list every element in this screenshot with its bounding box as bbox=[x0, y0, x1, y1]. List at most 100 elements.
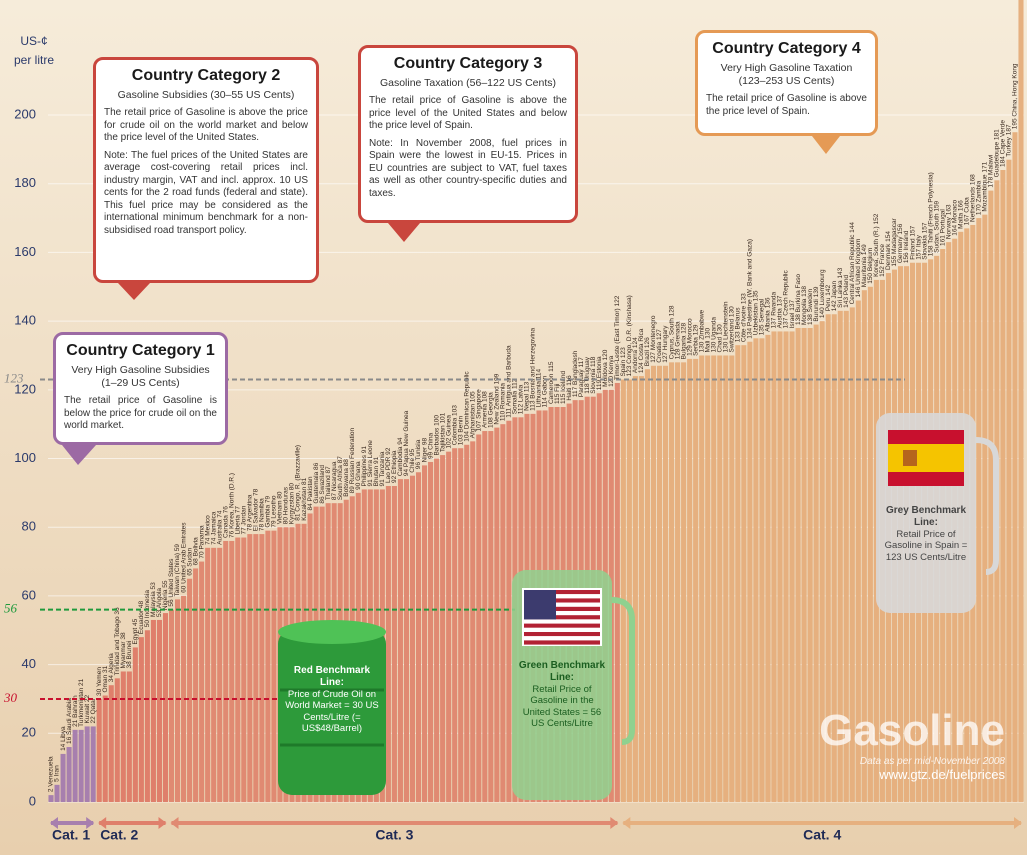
bar bbox=[807, 328, 813, 802]
bar-label: 90 Ghana bbox=[355, 461, 362, 490]
bar-label: 108 Georgia bbox=[488, 392, 495, 428]
bar-label: 152 France bbox=[879, 244, 886, 277]
y-tick-label: 0 bbox=[29, 793, 36, 808]
bar bbox=[108, 685, 114, 802]
bar bbox=[506, 420, 512, 802]
bar-label: Brazil 126 bbox=[644, 337, 651, 366]
flag-stripe bbox=[524, 623, 600, 628]
bar-label: 164 Monaco bbox=[951, 200, 958, 236]
bar-label: Cameroon 115 bbox=[548, 361, 555, 404]
category-arrowhead bbox=[622, 817, 631, 829]
y-tick-label: 100 bbox=[14, 450, 36, 465]
bar-label: 119 Estonia bbox=[596, 356, 603, 390]
bar bbox=[66, 747, 72, 802]
bar-label: Korea, South (R.) 152 bbox=[873, 213, 880, 277]
bar-label: 76 Korea, North (D.R.) bbox=[228, 473, 235, 538]
bar-label: Australia 74 bbox=[216, 510, 223, 545]
bar bbox=[813, 324, 819, 802]
bar-label: 135 Senegal bbox=[759, 298, 766, 335]
bar bbox=[837, 310, 843, 802]
bar-label: 81 Congo, R. (Brazzaville) bbox=[295, 445, 302, 521]
bar-label: 78 Namibia bbox=[259, 498, 266, 531]
bar-label: 113 Bosnia and Herzegovina bbox=[530, 327, 537, 410]
bar bbox=[723, 355, 729, 802]
bar-label: Turkmenistan 21 bbox=[78, 678, 85, 727]
bar-label: 14 Libya bbox=[60, 726, 67, 751]
bar bbox=[650, 365, 657, 802]
bar-label: Canada 76 bbox=[222, 506, 229, 538]
bar bbox=[84, 726, 90, 802]
bar-label: Haiti 116 bbox=[566, 375, 573, 401]
flag-stripe bbox=[524, 636, 600, 641]
bar bbox=[452, 448, 458, 802]
bar-label: 34 Algeria bbox=[108, 653, 115, 682]
benchmark-label: 123 bbox=[4, 371, 24, 386]
bar bbox=[765, 334, 771, 802]
bar bbox=[867, 286, 873, 803]
bar-label: Malta 166 bbox=[957, 200, 964, 229]
bar-label: 117 Bangladesh bbox=[572, 350, 579, 397]
bar bbox=[855, 300, 861, 802]
bar bbox=[271, 530, 277, 802]
bar-label: Guatemala 86 bbox=[313, 462, 320, 503]
bar-label: Kazakhstan 81 bbox=[301, 477, 308, 520]
bar bbox=[132, 647, 138, 802]
category-arrowhead bbox=[1014, 817, 1022, 829]
bar bbox=[126, 671, 132, 802]
bar bbox=[120, 671, 126, 802]
y-tick-label: 160 bbox=[14, 244, 36, 259]
bar-label: Mozambique 171 bbox=[982, 161, 989, 211]
bar bbox=[458, 448, 464, 802]
bar bbox=[150, 619, 156, 802]
bar-label: Uzbekistan 135 bbox=[753, 290, 760, 335]
category-arrowhead bbox=[86, 817, 95, 829]
bar bbox=[193, 568, 199, 802]
bar-label: Mali 130 bbox=[704, 328, 711, 353]
flag-stripe bbox=[524, 606, 600, 611]
bar bbox=[138, 637, 144, 802]
bar bbox=[72, 729, 78, 802]
bar-label: Malaysia 53 bbox=[150, 582, 157, 617]
benchmark-label: 30 bbox=[3, 690, 18, 705]
bar-label: Armenia 108 bbox=[482, 391, 489, 428]
bar-label: 167 Cuba bbox=[963, 197, 970, 226]
bar bbox=[1012, 132, 1018, 802]
bar-label: Israel 137 bbox=[789, 300, 796, 329]
bar-label: Turkey 187 bbox=[1006, 124, 1013, 157]
bar-label: 38 Brunei bbox=[126, 641, 133, 669]
oil-barrel bbox=[278, 620, 386, 795]
bar-label: Taiwan (China) 59 bbox=[174, 544, 181, 597]
bar-label: 127 Montenegro bbox=[650, 315, 657, 363]
bar bbox=[777, 331, 783, 802]
bar-label: 86 Swaziland bbox=[319, 465, 326, 504]
bar bbox=[801, 328, 807, 802]
bar bbox=[705, 355, 711, 802]
bar-label: Switzerland 130 bbox=[729, 306, 736, 353]
bar bbox=[687, 358, 693, 802]
bar-label: 60 United Arab Emirates bbox=[180, 522, 187, 593]
bar bbox=[476, 434, 482, 802]
bar bbox=[488, 431, 494, 802]
category-arrowhead bbox=[170, 817, 179, 829]
bar-label: 5 Iran bbox=[54, 765, 61, 782]
bar bbox=[440, 455, 446, 802]
bar bbox=[1018, 0, 1024, 802]
bar bbox=[470, 441, 476, 802]
bar bbox=[632, 376, 638, 802]
bar-label: 170 Zambia bbox=[976, 180, 983, 215]
bar bbox=[1000, 170, 1006, 802]
callout-subtitle: Gasoline Taxation (56–122 US Cents) bbox=[379, 77, 557, 89]
bar bbox=[494, 427, 500, 802]
bar bbox=[259, 534, 265, 802]
bar-label: 84 Pakistan bbox=[307, 476, 314, 510]
bar-label: 30 Yemen bbox=[96, 667, 103, 696]
bar-label: 123 Congo, D.R. (Kinshasa) bbox=[626, 295, 633, 376]
bar bbox=[265, 530, 271, 802]
bar bbox=[976, 218, 982, 802]
benchmark-heading: Red Benchmark Line: bbox=[293, 665, 371, 688]
bar-label: 134 Palestine (W. Bank and Gaza) bbox=[747, 239, 754, 339]
bar-label: Kyrgyzstan 80 bbox=[289, 483, 296, 525]
bar-label: Cambodia 94 bbox=[397, 437, 404, 476]
bar bbox=[771, 331, 777, 802]
